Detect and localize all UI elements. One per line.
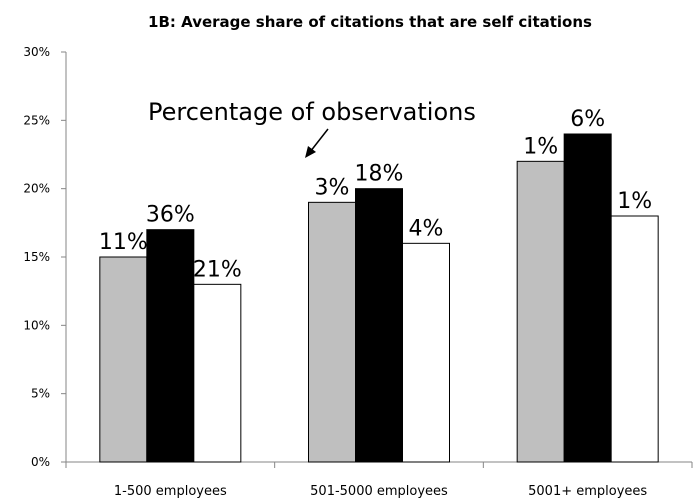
x-category-label: 501-5000 employees (310, 484, 448, 499)
bars-group (99, 133, 659, 463)
data-label: 1% (617, 189, 652, 214)
bar (563, 133, 612, 463)
y-tick-label: 0% (31, 455, 50, 469)
y-tick-label: 25% (23, 113, 50, 127)
bar (99, 256, 148, 463)
annotation-arrow (305, 128, 329, 158)
data-label: 1% (523, 134, 558, 159)
bar (355, 188, 403, 463)
bar (146, 229, 195, 463)
data-label: 11% (99, 230, 148, 255)
y-tick-label: 15% (23, 250, 50, 264)
bar (610, 215, 659, 463)
data-label: 6% (570, 107, 605, 132)
data-labels: 11%36% 21% 3%18% 4% 1% 6% 1% (99, 107, 652, 282)
data-label: 3% (315, 175, 350, 200)
y-tick-label: 20% (23, 182, 50, 196)
y-tick-label: 5% (31, 387, 50, 401)
y-tick-label: 10% (23, 318, 50, 332)
annotation-text: Percentage of observations (148, 98, 476, 126)
bar (402, 242, 450, 463)
category-labels: 1-500 employees 501-5000 employees 5001+ e… (65, 462, 693, 499)
y-axis-ticks: 0% 5% 10% 15% 20% 25% 30% (23, 45, 66, 469)
data-label: 18% (355, 162, 404, 187)
bar (308, 201, 356, 463)
chart-title: 1B: Average share of citations that are … (148, 13, 592, 31)
bar (516, 160, 565, 463)
y-tick-label: 30% (23, 45, 50, 59)
data-label: 21% (193, 257, 242, 282)
x-category-label: 5001+ employees (528, 484, 647, 499)
x-category-label: 1-500 employees (114, 484, 227, 499)
bar (193, 283, 242, 463)
data-label: 4% (409, 216, 444, 241)
data-label: 36% (146, 203, 195, 228)
